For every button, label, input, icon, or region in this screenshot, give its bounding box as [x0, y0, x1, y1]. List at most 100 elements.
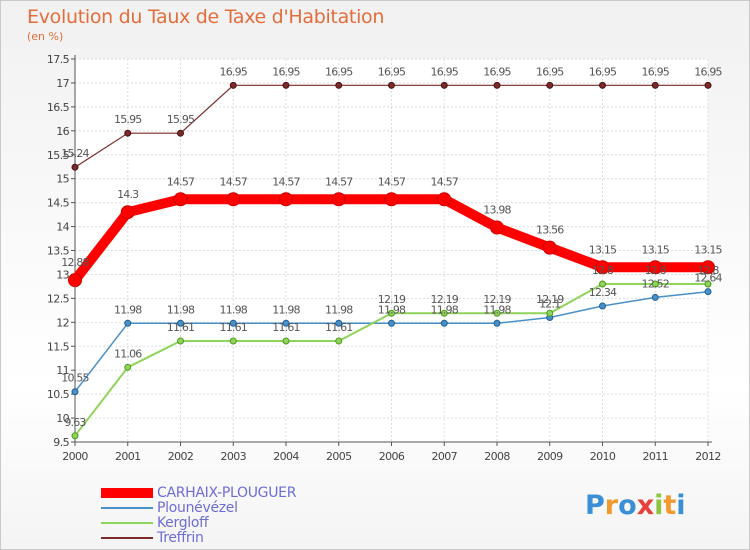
- data-label: 13.15: [589, 243, 617, 256]
- data-label: 12.8: [592, 264, 614, 277]
- data-point[interactable]: [173, 192, 188, 207]
- data-point[interactable]: [440, 319, 448, 327]
- data-point[interactable]: [542, 240, 557, 255]
- data-label: 16.95: [325, 65, 353, 78]
- data-point[interactable]: [68, 273, 82, 288]
- data-point[interactable]: [388, 319, 395, 327]
- data-point[interactable]: [388, 309, 395, 317]
- legend-swatch: [101, 488, 153, 498]
- data-label: 14.3: [117, 188, 139, 201]
- data-point[interactable]: [226, 192, 241, 207]
- data-point[interactable]: [335, 319, 343, 327]
- x-tick-label: 2009: [537, 450, 563, 463]
- data-point[interactable]: [546, 309, 554, 317]
- data-point[interactable]: [282, 319, 290, 327]
- data-label: 16.95: [483, 65, 511, 78]
- data-point[interactable]: [701, 260, 715, 275]
- data-label: 11.98: [325, 303, 353, 316]
- data-label: 12.19: [378, 293, 406, 306]
- data-point[interactable]: [599, 302, 606, 310]
- data-label: 9.63: [64, 416, 86, 429]
- data-label: 14.57: [167, 175, 195, 188]
- data-point[interactable]: [599, 81, 606, 89]
- data-label: 11.98: [114, 303, 142, 316]
- data-point[interactable]: [384, 192, 399, 207]
- data-point[interactable]: [282, 81, 290, 89]
- legend-label: Kergloff: [157, 515, 209, 531]
- data-label: 11.98: [483, 303, 511, 316]
- x-tick-label: 2012: [695, 450, 721, 463]
- data-label: 11.61: [272, 321, 300, 334]
- data-point[interactable]: [229, 337, 237, 345]
- data-point[interactable]: [651, 293, 659, 301]
- data-label: 12.52: [642, 277, 670, 290]
- data-point[interactable]: [177, 319, 184, 327]
- data-point[interactable]: [71, 388, 79, 396]
- y-tick-label: 17: [56, 77, 69, 90]
- data-label: 15.95: [114, 113, 142, 126]
- data-point[interactable]: [595, 260, 610, 275]
- data-label: 11.06: [114, 347, 142, 360]
- data-point[interactable]: [279, 192, 293, 207]
- data-point[interactable]: [704, 280, 712, 288]
- data-point[interactable]: [331, 192, 346, 207]
- data-label: 16.95: [589, 65, 617, 78]
- legend-label: CARHAIX-PLOUGUER: [157, 485, 297, 501]
- data-label: 14.57: [325, 175, 353, 188]
- data-point[interactable]: [229, 81, 237, 89]
- data-point[interactable]: [124, 319, 132, 327]
- data-label: 11.98: [167, 303, 195, 316]
- x-tick-label: 2005: [326, 450, 352, 463]
- legend-swatch: [101, 507, 153, 509]
- data-label: 16.95: [272, 65, 300, 78]
- data-point[interactable]: [651, 81, 659, 89]
- data-point[interactable]: [388, 81, 395, 89]
- data-point[interactable]: [546, 81, 554, 89]
- data-point[interactable]: [493, 319, 501, 327]
- data-point[interactable]: [651, 280, 659, 288]
- data-label: 15.95: [167, 113, 195, 126]
- data-point[interactable]: [124, 129, 132, 137]
- data-label: 12.64: [694, 272, 722, 285]
- data-label: 13.15: [642, 243, 670, 256]
- data-point[interactable]: [71, 163, 79, 171]
- data-point[interactable]: [440, 309, 448, 317]
- data-label: 11.61: [325, 321, 353, 334]
- data-point[interactable]: [599, 280, 606, 288]
- data-point[interactable]: [71, 432, 79, 440]
- data-point[interactable]: [335, 337, 343, 345]
- data-label: 14.57: [272, 175, 300, 188]
- data-point[interactable]: [282, 337, 290, 345]
- data-point[interactable]: [704, 288, 712, 296]
- data-point[interactable]: [493, 309, 501, 317]
- data-label: 13.56: [536, 224, 564, 237]
- data-point[interactable]: [124, 363, 132, 371]
- y-tick-label: 12: [56, 316, 69, 329]
- y-tick-label: 14.5: [47, 197, 70, 210]
- data-label: 11.98: [378, 303, 406, 316]
- legend-swatch: [101, 537, 153, 539]
- data-label: 12.88: [61, 256, 89, 269]
- data-point[interactable]: [648, 260, 663, 275]
- data-point[interactable]: [177, 129, 184, 137]
- data-label: 11.98: [272, 303, 300, 316]
- proxiti-logo: Proxiti: [585, 490, 686, 521]
- data-point[interactable]: [229, 319, 237, 327]
- data-point[interactable]: [440, 81, 448, 89]
- y-tick-label: 13.5: [47, 245, 70, 258]
- data-point[interactable]: [335, 81, 343, 89]
- data-point[interactable]: [177, 337, 184, 345]
- data-point[interactable]: [490, 220, 504, 235]
- data-label: 12.34: [589, 286, 617, 299]
- data-point[interactable]: [437, 192, 452, 207]
- legend-label: Treffrin: [157, 530, 204, 546]
- data-point[interactable]: [120, 205, 135, 220]
- data-label: 12.19: [536, 293, 564, 306]
- data-point[interactable]: [493, 81, 501, 89]
- x-tick-label: 2006: [379, 450, 405, 463]
- y-tick-label: 13: [56, 268, 69, 281]
- data-point[interactable]: [704, 81, 712, 89]
- data-label: 14.57: [431, 175, 459, 188]
- data-label: 11.61: [167, 321, 195, 334]
